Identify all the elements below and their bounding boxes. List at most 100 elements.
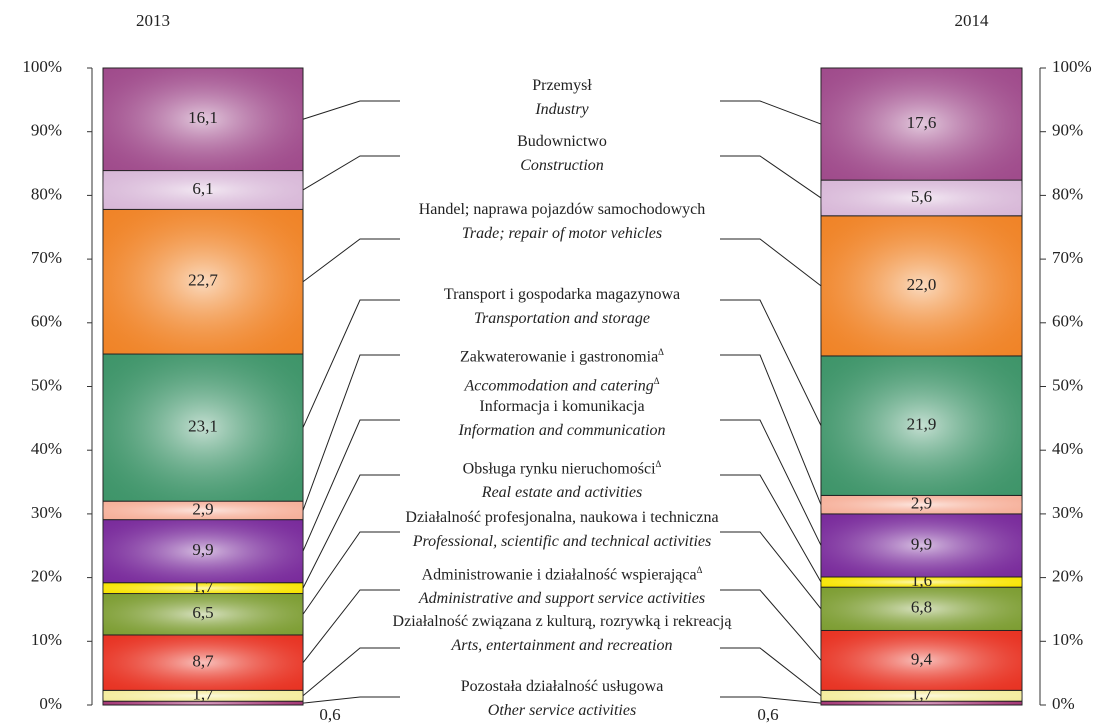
- series-label-box: Budownictwo Construction: [362, 130, 762, 178]
- y2-tick-label: 80%: [1052, 184, 1083, 203]
- leader-line: [302, 100, 400, 120]
- value-label: 0,6: [319, 705, 340, 724]
- bar-shine: [821, 630, 1022, 691]
- leader-line: [302, 155, 400, 191]
- series-label-box: Transport i gospodarka magazynowa Transpo…: [362, 283, 762, 331]
- y-tick-label: 70%: [31, 248, 62, 267]
- bar-shine: [821, 587, 1022, 631]
- y2-tick-label: 60%: [1052, 312, 1083, 331]
- series-label: Przemysł Industry: [362, 74, 762, 122]
- value-label: 9,4: [911, 649, 933, 668]
- y2-tick-label: 100%: [1052, 57, 1092, 76]
- y-tick-label: 40%: [31, 439, 62, 458]
- leader-line: [720, 419, 822, 546]
- bar-shine: [103, 209, 303, 355]
- bar-shine: [821, 215, 1022, 356]
- series-label: Zakwaterowanie i gastronomiaΔAccommodati…: [362, 340, 762, 399]
- y2-tick-label: 30%: [1052, 503, 1083, 522]
- legend-name: Obsługa rynku nieruchomości: [462, 460, 656, 478]
- value-label: 21,9: [907, 415, 937, 434]
- value-label: 0,6: [757, 705, 778, 724]
- bar-shine: [103, 690, 303, 702]
- note-mark: Δ: [696, 565, 703, 575]
- legend-name-en: Other service activities: [487, 702, 637, 719]
- y-tick-label: 80%: [31, 184, 62, 203]
- bar-shine: [821, 180, 1022, 216]
- series-label-box: Przemysł Industry: [362, 74, 762, 122]
- leader-line: [302, 299, 400, 428]
- bar-shine: [103, 634, 303, 691]
- leader-line: [302, 647, 400, 697]
- y2-tick-label: 10%: [1052, 630, 1083, 649]
- value-label: 17,6: [907, 113, 937, 132]
- bar-shine: [103, 519, 303, 583]
- leader-line: [302, 354, 400, 511]
- legend-name: Handel; naprawa pojazdów samochodowych: [418, 201, 706, 218]
- y2-tick-label: 50%: [1052, 375, 1083, 394]
- bar-shine: [821, 576, 1022, 588]
- leader-line: [720, 531, 822, 610]
- y-tick-label: 50%: [31, 375, 62, 394]
- bar-shine: [103, 170, 303, 210]
- bar-shine: [103, 582, 303, 594]
- legend-name: Transport i gospodarka magazynowa: [443, 286, 681, 303]
- leader-line: [720, 696, 822, 704]
- legend-name: Pozostała działalność usługowa: [460, 678, 664, 695]
- leader-line: [720, 354, 822, 505]
- series-label-box: Obsługa rynku nieruchomościΔ Real estate …: [362, 452, 762, 505]
- legend-name: Informacja i komunikacja: [479, 398, 645, 415]
- series-label: Informacja i komunikacja Information and …: [458, 398, 665, 439]
- value-label: 2,9: [911, 494, 932, 513]
- legend-name-en: Construction: [520, 157, 604, 174]
- bar-shine: [103, 354, 303, 502]
- series-label: Działalność profesjonalna, naukowa i tec…: [405, 509, 718, 550]
- leader-line: [720, 155, 822, 199]
- bar-shine: [103, 701, 303, 705]
- leader-line: [302, 238, 400, 283]
- y-tick-label: 90%: [31, 121, 62, 140]
- series-label: Administrowanie i działalność wspierając…: [419, 565, 705, 607]
- legend-name-en: Industry: [535, 101, 589, 118]
- legend-name-en: Professional, scientific and technical a…: [412, 533, 712, 550]
- y-tick-label: 20%: [31, 567, 62, 586]
- series-label-box: Pozostała działalność usługowa Other serv…: [362, 675, 762, 723]
- value-label: 16,1: [188, 108, 218, 127]
- legend-name-en: Transportation and storage: [473, 310, 651, 327]
- value-label: 8,7: [192, 652, 214, 671]
- leader-line: [720, 299, 822, 426]
- bar-shine: [821, 701, 1022, 705]
- value-label: 6,8: [911, 598, 932, 617]
- legend-name: Budownictwo: [517, 133, 607, 150]
- value-label: 2,9: [192, 499, 213, 518]
- y2-tick-label: 0%: [1052, 694, 1075, 713]
- legend-name-en: Arts, entertainment and recreation: [451, 637, 673, 654]
- y-tick-label: 30%: [31, 503, 62, 522]
- series-label: Budownictwo Construction: [362, 130, 762, 178]
- value-label: 6,1: [192, 179, 213, 198]
- series-label-box: Zakwaterowanie i gastronomiaΔ Accommodati…: [362, 340, 762, 399]
- bar-shine: [821, 355, 1022, 496]
- series-label: Działalność związana z kulturą, rozrywką…: [362, 610, 762, 658]
- y-tick-label: 10%: [31, 630, 62, 649]
- legend-name-en: Real estate and activities: [481, 484, 643, 502]
- series-label: Obsługa rynku nieruchomościΔ Real estate …: [362, 452, 762, 505]
- y-tick-label: 100%: [22, 57, 62, 76]
- value-label: 9,9: [911, 534, 932, 553]
- leader-line: [720, 100, 822, 125]
- series-label: Handel; naprawa pojazdów samochodowych Tr…: [418, 201, 706, 242]
- legend-name: Przemysł: [532, 77, 592, 94]
- note-mark: Δ: [653, 376, 660, 387]
- y-tick-label: 60%: [31, 312, 62, 331]
- value-label: 5,6: [911, 187, 932, 206]
- legend-name: Administrowanie i działalność wspierając…: [421, 566, 697, 584]
- bar-shine: [821, 68, 1022, 181]
- bar-shine: [103, 593, 303, 635]
- y2-tick-label: 90%: [1052, 121, 1083, 140]
- leader-line: [720, 647, 822, 697]
- legend-name: Działalność związana z kulturą, rozrywką…: [392, 613, 732, 630]
- note-mark: Δ: [655, 459, 662, 469]
- value-label: 9,9: [192, 540, 213, 559]
- series-label-box: Działalność związana z kulturą, rozrywką…: [362, 610, 762, 658]
- series-label: Pozostała działalność usługowa Other serv…: [362, 675, 762, 723]
- category-label: 2014: [955, 11, 990, 30]
